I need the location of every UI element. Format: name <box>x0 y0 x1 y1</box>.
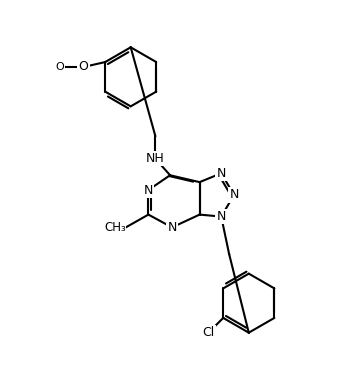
Text: N: N <box>216 210 226 223</box>
Text: N: N <box>144 184 153 196</box>
Text: N: N <box>216 167 226 180</box>
Text: O: O <box>79 60 88 73</box>
Text: N: N <box>229 188 239 201</box>
Text: CH₃: CH₃ <box>104 221 126 234</box>
Text: O: O <box>55 62 64 72</box>
Text: N: N <box>167 221 177 234</box>
Text: NH: NH <box>146 152 165 165</box>
Text: Cl: Cl <box>202 326 215 339</box>
